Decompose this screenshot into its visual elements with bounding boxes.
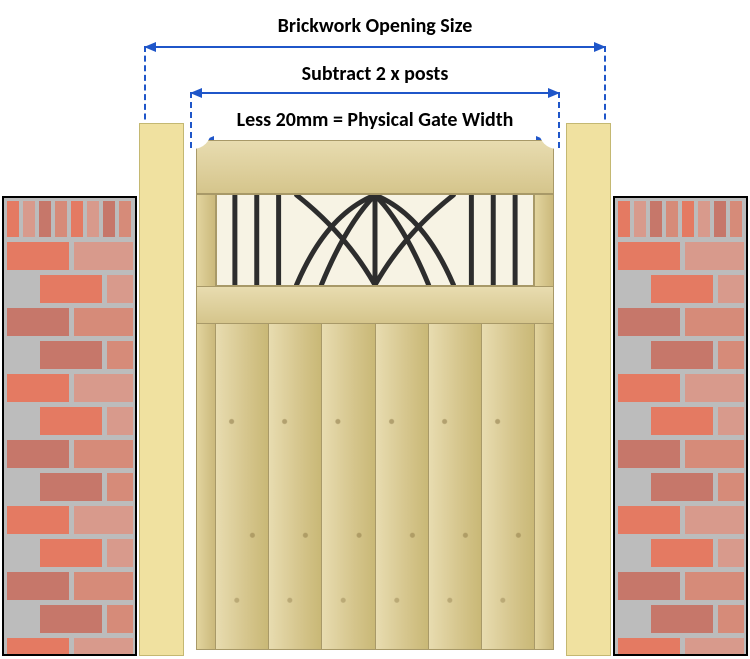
brick-pattern: [4, 198, 135, 654]
gate-post-left: [139, 123, 184, 656]
extension-line: [558, 92, 560, 148]
posts-dim-label: Subtract 2 x posts: [0, 62, 750, 86]
gate-planks: [216, 324, 534, 650]
gate-plank: [322, 324, 375, 650]
brickwork-dim-label: Brickwork Opening Size: [0, 14, 750, 38]
brickwork-dim-line: [146, 46, 604, 48]
gate-post-right: [566, 123, 611, 656]
gate-stile-left: [196, 194, 216, 650]
brick-wall-left: [2, 196, 137, 656]
gate-plank: [216, 324, 269, 650]
gate: [196, 140, 554, 650]
gate-dim-label: Less 20mm = Physical Gate Width: [0, 108, 750, 132]
gate-plank: [269, 324, 322, 650]
gate-top-rail: [196, 140, 554, 194]
gate-plank: [376, 324, 429, 650]
gate-metal-panel: [216, 194, 534, 286]
brick-wall-right: [613, 196, 748, 656]
metalwork-icon: [217, 195, 533, 285]
gate-stile-right: [534, 194, 554, 650]
extension-line: [190, 92, 192, 148]
gate-plank: [482, 324, 534, 650]
gate-plank: [429, 324, 482, 650]
gate-mid-rail: [196, 286, 554, 324]
brick-pattern: [615, 198, 746, 654]
posts-dim-line: [192, 92, 558, 94]
